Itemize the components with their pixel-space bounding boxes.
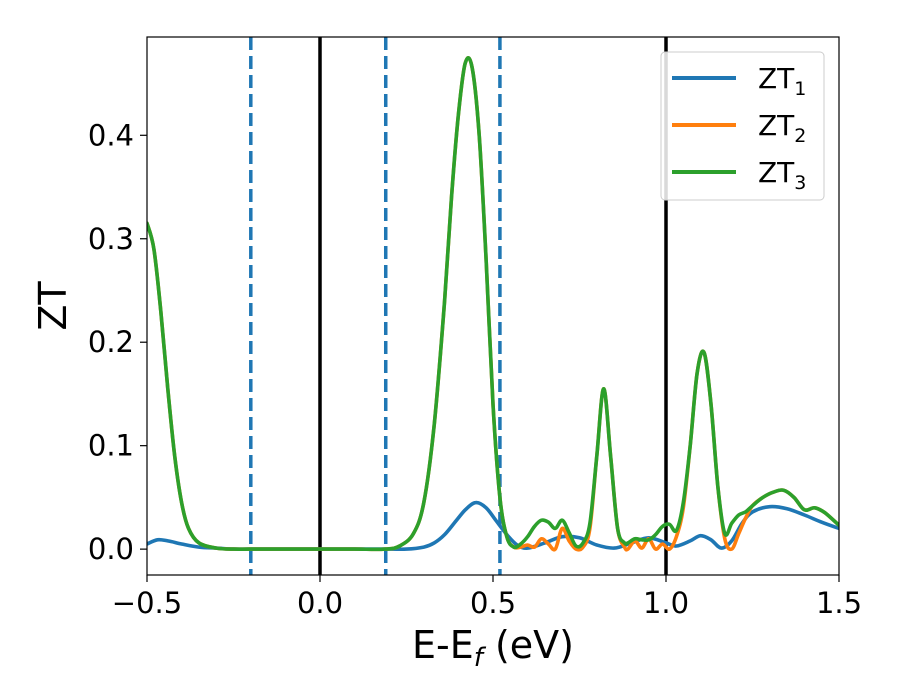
legend-label-zt1: ZT1 [758, 62, 806, 100]
x-axis-label-unit: (eV) [483, 623, 574, 667]
x-tick-label: 0.5 [470, 586, 516, 620]
series-line-zt3 [147, 56, 839, 552]
y-tick-label: 0.4 [88, 118, 134, 152]
x-tick-label: 1.5 [816, 586, 862, 620]
x-tick-label: −0.5 [112, 586, 182, 620]
series-lines [147, 56, 839, 552]
y-axis: 0.0 0.1 0.2 0.3 0.4 [88, 118, 147, 566]
y-tick-label: 0.0 [88, 532, 134, 566]
legend-box [660, 51, 825, 201]
y-axis-label: ZT [31, 281, 75, 331]
x-tick-label: 0.0 [297, 586, 343, 620]
x-tick-label: 1.0 [643, 586, 689, 620]
y-tick-label: 0.2 [88, 325, 134, 359]
x-axis: −0.5 0.0 0.5 1.0 1.5 [112, 575, 862, 620]
y-tick-label: 0.3 [88, 222, 134, 256]
x-axis-label: E-Ef (eV) [412, 623, 574, 673]
legend: ZT1 ZT2 ZT3 [660, 51, 825, 201]
legend-label-zt2: ZT2 [758, 109, 806, 147]
y-tick-label: 0.1 [88, 429, 134, 463]
legend-label-zt3: ZT3 [758, 156, 806, 194]
